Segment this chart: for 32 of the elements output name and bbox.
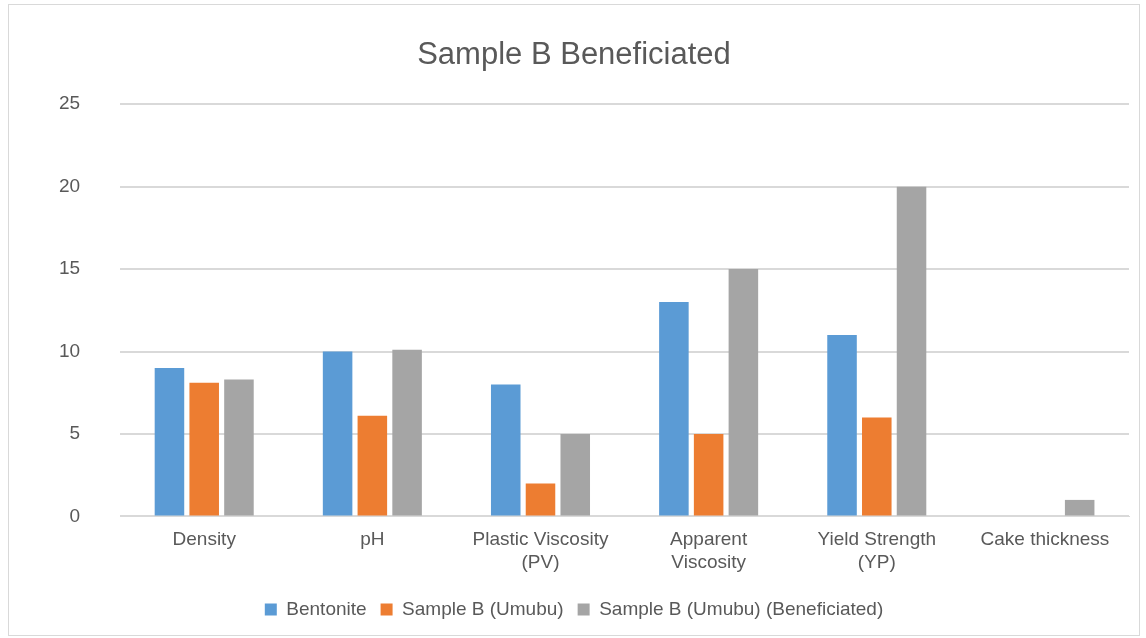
legend-label: Bentonite <box>286 597 367 619</box>
bar <box>490 384 521 516</box>
bar <box>154 368 185 516</box>
x-tick-label: Yield Strength (YP) <box>817 528 937 572</box>
y-tick-label: 25 <box>58 92 81 114</box>
bar <box>659 302 689 516</box>
x-tick-label: Cake thickness <box>980 528 1110 550</box>
bar <box>357 415 388 516</box>
y-tick-label: 15 <box>58 257 81 279</box>
bar <box>728 269 759 516</box>
chart-title: Sample B Beneficiated <box>417 36 731 72</box>
x-tick-label: Apparent Viscosity <box>670 528 748 572</box>
bar <box>560 433 591 516</box>
legend-label: Sample B (Umubu) (Beneficiated) <box>599 597 884 619</box>
legend-label: Sample B (Umubu) <box>402 597 564 619</box>
x-tick-label: Density <box>172 528 237 550</box>
bar <box>862 417 892 516</box>
y-tick-label: 0 <box>69 504 81 526</box>
bar <box>322 351 353 516</box>
bar <box>1064 499 1095 516</box>
x-tick-label: pH <box>360 528 385 550</box>
x-tick-label: Plastic Viscosity (PV) <box>472 528 609 572</box>
y-tick-label: 20 <box>58 174 81 196</box>
y-tick-label: 10 <box>58 339 81 361</box>
bar <box>189 382 219 516</box>
y-tick-label: 5 <box>69 422 81 444</box>
bar <box>827 335 857 516</box>
bar <box>224 379 254 516</box>
bar <box>392 349 422 516</box>
bar <box>693 433 724 516</box>
bar <box>525 483 556 516</box>
bar <box>896 186 927 516</box>
